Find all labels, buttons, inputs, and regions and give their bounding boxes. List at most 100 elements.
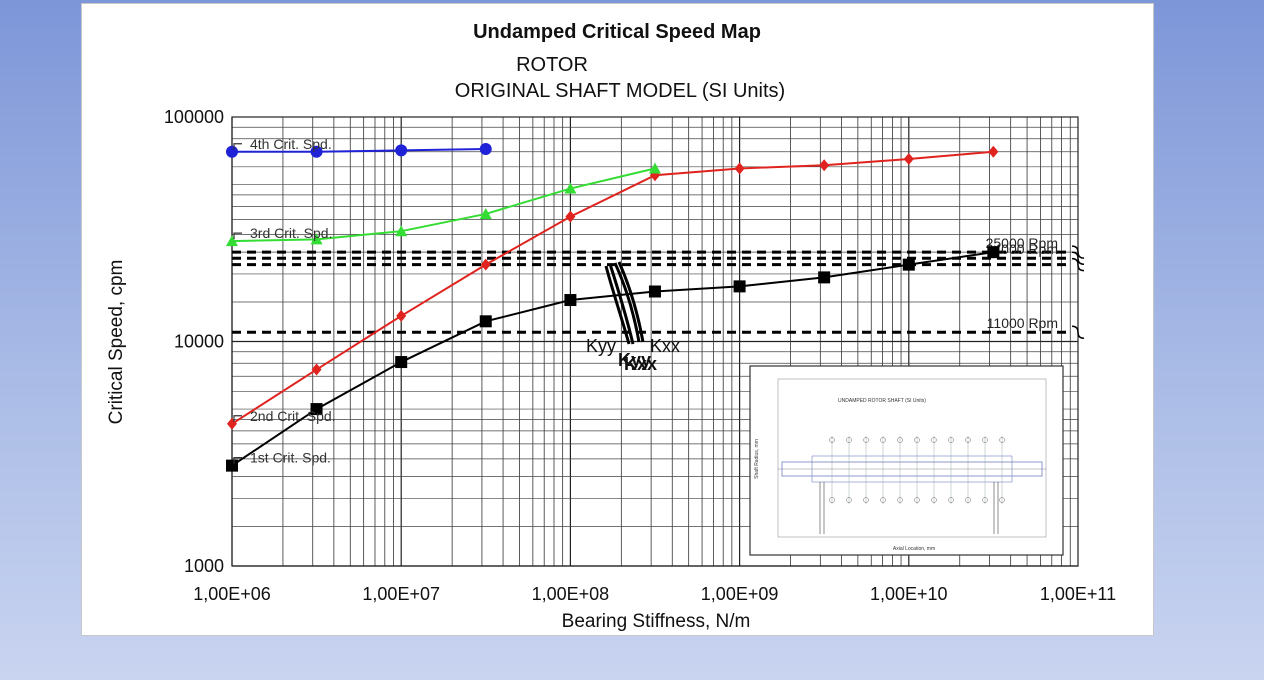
chart-subtitle-1: ROTOR [516,54,588,76]
data-point [818,271,831,284]
data-point [479,143,492,156]
data-point [564,182,577,194]
kxx-label-2: Kxx [624,354,657,374]
kxx-curve-2 [617,261,645,343]
y-axis-label: Critical Speed, cpm [106,260,127,425]
series-line [232,148,486,153]
kyy-label-2: Kyy [618,350,651,370]
data-point [310,233,323,245]
inset-node [982,497,988,503]
series-line [231,150,994,425]
plot-area-border [231,116,1079,567]
reference-line-tick [1071,251,1085,265]
data-point [395,144,408,157]
x-tick-label: 1,00E+09 [701,584,779,604]
data-point [734,162,745,175]
data-point [226,459,238,472]
kxx-curve [613,262,641,343]
inset-node [897,497,903,503]
inset-node [880,437,886,443]
data-point [310,145,323,158]
inset-node [931,497,937,503]
x-tick-label: 1,00E+07 [362,584,440,604]
inset-node [931,437,937,443]
inset-node [863,437,869,443]
inset-node [948,497,954,503]
inset-node [982,437,988,443]
chart-subtitle-2: ORIGINAL SHAFT MODEL (SI Units) [455,80,785,102]
x-tick-label: 1,00E+08 [532,584,610,604]
inset-title: UNDAMPED ROTOR SHAFT (SI Units) [838,398,926,404]
data-point [395,356,408,369]
series-label: 4th Crit. Spd. [250,136,332,152]
data-point [226,235,238,247]
series-label-bracket [233,457,242,464]
series-label-bracket [233,232,242,240]
kyy-curve [604,265,631,345]
data-point [648,162,661,174]
data-point [311,363,322,376]
inset-node [948,437,954,443]
data-point [226,145,238,158]
x-axis-label: Bearing Stiffness, N/m [562,611,751,632]
kyy-label: Kyy [586,336,616,356]
inset-node [846,437,852,443]
data-point [479,207,492,219]
inset-node [863,497,869,503]
series-label-bracket [233,415,242,422]
data-point [310,403,323,416]
y-tick-label: 1000 [184,556,224,576]
reference-line-label: 11000 Rpm [987,315,1058,331]
data-point [565,210,576,223]
series-label: 2nd Crit. Spd. [250,408,336,424]
inset-node [914,437,920,443]
data-point [564,294,577,307]
series-line [231,167,656,243]
inset-node [999,437,1005,443]
x-tick-label: 1,00E+11 [1040,584,1116,604]
data-point [987,246,1000,259]
series-label-bracket [233,143,242,150]
inset-shaft-outline [781,461,1043,477]
inset-node [914,497,920,503]
series-label: 3rd Crit. Spd. [250,225,332,241]
data-point [480,258,491,271]
shaft-model-inset: UNDAMPED ROTOR SHAFT (SI Units) Axial Lo… [749,365,1064,556]
reference-line-label: 25000 Rpm [986,235,1058,251]
inset-xlabel: Axial Location, mm [893,546,935,552]
critical-speed-map-chart: Undamped Critical Speed Map ROTOR ORIGIN… [106,21,1116,632]
chart-panel: Undamped Critical Speed Map ROTOR ORIGIN… [81,3,1154,636]
series-line [231,251,994,467]
inset-node [965,437,971,443]
y-tick-label: 10000 [174,332,224,352]
data-point [902,258,915,271]
data-point [903,153,914,166]
inset-node [880,497,886,503]
data-point [396,309,407,322]
stiffness-curves: Kyy Kxx Kyy Kxx [586,261,680,374]
data-point [733,280,746,293]
reference-line-tick [1071,325,1085,339]
y-tick-label: 100000 [164,107,224,127]
axis-ticks: 1,00E+06 1,00E+07 1,00E+08 1,00E+09 1,00E+10… [164,107,1116,604]
inset-node [846,497,852,503]
data-point [479,315,492,328]
inset-shaft-step [811,455,1013,483]
reference-line-label: 24000 Rpm [986,241,1058,257]
inset-node [999,497,1005,503]
inset-node [965,497,971,503]
reference-line-tick [1071,245,1085,259]
kxx-label: Kxx [650,336,680,356]
data-point [988,145,999,158]
inset-node [897,437,903,443]
data-point [648,285,661,298]
x-tick-label: 1,00E+06 [193,584,271,604]
inset-node [829,437,835,443]
series-group: 1st Crit. Spd. 2nd Crit. Spd. 3rd Crit. Sp… [226,136,1000,472]
inset-shaft-drawing [778,436,1046,534]
chart-title: Undamped Critical Speed Map [473,21,761,43]
x-tick-label: 1,00E+10 [870,584,948,604]
reference-line-tick [1071,257,1085,272]
kyy-curve-2 [608,263,635,345]
